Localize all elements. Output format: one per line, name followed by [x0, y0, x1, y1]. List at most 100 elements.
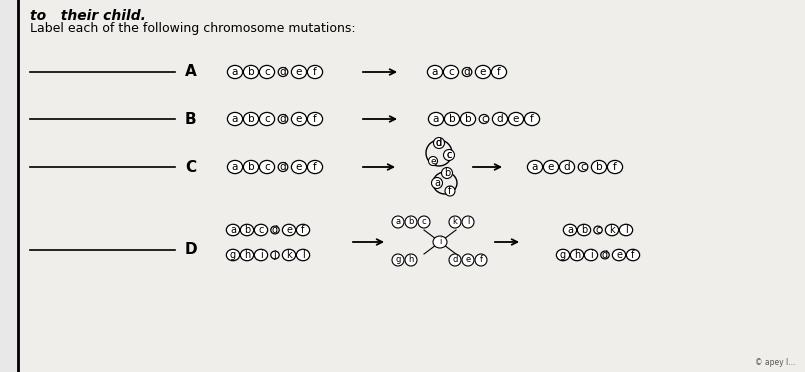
Text: b: b [244, 225, 250, 235]
Text: a: a [232, 162, 238, 172]
Text: c: c [446, 150, 452, 160]
Ellipse shape [270, 226, 279, 234]
Text: e: e [295, 114, 302, 124]
Text: C: C [185, 160, 196, 174]
Ellipse shape [441, 167, 452, 179]
Ellipse shape [226, 249, 240, 261]
Ellipse shape [241, 224, 254, 236]
Text: g: g [560, 250, 566, 260]
Ellipse shape [626, 249, 640, 261]
Text: d: d [279, 114, 287, 124]
Ellipse shape [491, 65, 506, 78]
Text: e: e [548, 162, 554, 172]
Text: e: e [616, 250, 622, 260]
Text: © apey l...: © apey l... [754, 358, 795, 367]
Ellipse shape [444, 65, 459, 78]
Ellipse shape [445, 186, 455, 196]
Text: f: f [497, 67, 501, 77]
Text: a: a [431, 67, 438, 77]
Text: e: e [295, 162, 302, 172]
Ellipse shape [449, 254, 461, 266]
Text: d: d [272, 225, 278, 235]
Text: c: c [580, 162, 586, 172]
Ellipse shape [444, 112, 460, 126]
Text: k: k [609, 225, 615, 235]
Text: l: l [625, 225, 627, 235]
Text: a: a [433, 114, 440, 124]
Text: d: d [279, 67, 287, 77]
Ellipse shape [434, 138, 444, 148]
Text: k: k [452, 218, 457, 227]
Ellipse shape [428, 157, 437, 166]
Ellipse shape [444, 150, 455, 160]
Text: to   their child.: to their child. [30, 9, 146, 23]
Text: f: f [313, 114, 317, 124]
Text: a: a [232, 114, 238, 124]
Ellipse shape [392, 254, 404, 266]
Ellipse shape [291, 112, 307, 126]
Ellipse shape [559, 160, 575, 174]
Ellipse shape [476, 65, 490, 78]
Text: c: c [264, 114, 270, 124]
Text: i: i [439, 237, 441, 247]
Ellipse shape [227, 112, 242, 126]
Ellipse shape [259, 112, 275, 126]
Text: c: c [481, 114, 487, 124]
Text: b: b [248, 114, 254, 124]
Text: e: e [513, 114, 519, 124]
Ellipse shape [543, 160, 559, 174]
Text: d: d [464, 67, 470, 77]
Text: c: c [422, 218, 427, 227]
Ellipse shape [227, 160, 242, 174]
Text: g: g [395, 256, 401, 264]
Text: f: f [313, 67, 317, 77]
Text: f: f [480, 256, 482, 264]
Ellipse shape [462, 216, 474, 228]
Text: c: c [264, 162, 270, 172]
Text: A: A [185, 64, 196, 80]
Text: f: f [313, 162, 317, 172]
FancyBboxPatch shape [18, 0, 805, 372]
Text: d: d [497, 114, 503, 124]
Text: d: d [436, 138, 442, 148]
Ellipse shape [509, 112, 523, 126]
Text: d: d [602, 250, 608, 260]
Text: a: a [434, 178, 440, 188]
Text: h: h [244, 250, 250, 260]
Text: g: g [230, 250, 236, 260]
Text: k: k [287, 250, 292, 260]
Ellipse shape [308, 160, 323, 174]
Text: b: b [408, 218, 414, 227]
Ellipse shape [462, 67, 472, 77]
Text: f: f [448, 186, 452, 196]
Text: a: a [532, 162, 539, 172]
Ellipse shape [418, 216, 430, 228]
Ellipse shape [270, 251, 279, 259]
Text: e: e [430, 157, 436, 166]
Ellipse shape [283, 224, 295, 236]
Text: i: i [589, 250, 592, 260]
Ellipse shape [605, 224, 619, 236]
Ellipse shape [428, 112, 444, 126]
Text: f: f [613, 162, 617, 172]
Ellipse shape [308, 112, 323, 126]
Ellipse shape [592, 160, 607, 174]
Text: c: c [446, 150, 452, 160]
Text: e: e [286, 225, 292, 235]
Ellipse shape [259, 65, 275, 78]
Ellipse shape [462, 254, 474, 266]
Text: d: d [452, 256, 458, 264]
Text: f: f [301, 225, 304, 235]
Ellipse shape [524, 112, 539, 126]
Ellipse shape [584, 249, 597, 261]
Ellipse shape [431, 177, 443, 189]
Text: c: c [258, 225, 264, 235]
Ellipse shape [243, 65, 258, 78]
Ellipse shape [594, 226, 602, 234]
Ellipse shape [613, 249, 625, 261]
Ellipse shape [479, 115, 489, 124]
Text: a: a [232, 67, 238, 77]
Text: b: b [248, 162, 254, 172]
Ellipse shape [392, 216, 404, 228]
Text: a: a [567, 225, 573, 235]
